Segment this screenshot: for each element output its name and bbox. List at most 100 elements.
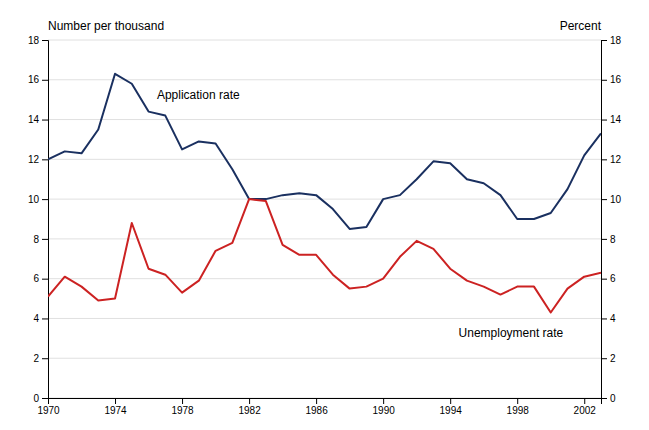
tick-mark xyxy=(584,398,585,404)
chart: 1970 1974 1978 1982 1986 1990 1994 1998 2002 0 2 4 6… xyxy=(0,0,649,430)
tick-mark xyxy=(601,80,607,81)
tick-label: 1998 xyxy=(507,405,530,416)
tick-label: 1974 xyxy=(104,405,127,416)
tick-mark xyxy=(383,398,384,404)
grid-line xyxy=(48,40,601,41)
tick-label: 12 xyxy=(28,154,40,165)
tick: 18 xyxy=(601,35,622,46)
y-axis: 0 2 4 6 8 10 12 14 16 18 xyxy=(28,35,49,404)
tick-mark xyxy=(601,279,607,280)
y2-axis: 0 2 4 6 8 10 12 14 16 18 xyxy=(601,35,622,404)
tick-label: 1970 xyxy=(37,405,60,416)
tick-label: 8 xyxy=(610,234,616,245)
axis-line xyxy=(602,41,608,399)
tick: 1982 xyxy=(238,398,261,416)
tick-label: 18 xyxy=(610,35,622,46)
tick-label: 1990 xyxy=(373,405,396,416)
tick-label: 18 xyxy=(28,35,40,46)
tick-mark xyxy=(42,318,48,319)
tick-label: 12 xyxy=(610,154,622,165)
tick-label: 2 xyxy=(33,353,39,364)
tick: 1986 xyxy=(305,398,328,416)
tick-label: 4 xyxy=(610,313,616,324)
grid-line xyxy=(48,278,601,279)
tick: 1970 xyxy=(37,398,60,416)
tick-label: 10 xyxy=(610,194,622,205)
tick-mark xyxy=(115,398,116,404)
tick: 0 xyxy=(33,393,48,404)
tick: 14 xyxy=(28,114,48,125)
tick-mark xyxy=(42,80,48,81)
plot-area xyxy=(48,74,601,313)
tick: 12 xyxy=(601,154,622,165)
tick-mark xyxy=(601,318,607,319)
tick: 2 xyxy=(601,353,616,364)
grid-line xyxy=(48,79,601,80)
tick-mark xyxy=(42,239,48,240)
x-axis: 1970 1974 1978 1982 1986 1990 1994 1998 2002 xyxy=(37,398,601,416)
tick-label: 16 xyxy=(28,74,40,85)
tick: 18 xyxy=(28,35,48,46)
tick-label: 2002 xyxy=(574,405,597,416)
tick-mark xyxy=(601,239,607,240)
tick-label: 0 xyxy=(610,393,616,404)
tick-label: 14 xyxy=(610,114,622,125)
tick: 1974 xyxy=(104,398,127,416)
tick-mark xyxy=(42,398,48,399)
tick-mark xyxy=(42,120,48,121)
tick-label: 0 xyxy=(33,393,39,404)
tick-mark xyxy=(42,159,48,160)
tick-mark xyxy=(316,398,317,404)
tick: 2002 xyxy=(574,398,597,416)
tick-label: 10 xyxy=(28,194,40,205)
y-axis-title: Number per thousand xyxy=(48,19,164,33)
tick-label: 14 xyxy=(28,114,40,125)
tick: 1990 xyxy=(373,398,396,416)
tick: 8 xyxy=(33,234,48,245)
tick-mark xyxy=(42,199,48,200)
grid-line xyxy=(48,119,601,120)
tick: 12 xyxy=(28,154,48,165)
tick-mark xyxy=(601,120,607,121)
tick-mark xyxy=(601,40,607,41)
tick: 14 xyxy=(601,114,622,125)
annotation: Application rate xyxy=(157,88,240,102)
tick-label: 1986 xyxy=(305,405,328,416)
tick-mark xyxy=(601,159,607,160)
grid-line xyxy=(48,358,601,359)
y2-axis-title: Percent xyxy=(560,19,602,33)
tick: 16 xyxy=(601,74,622,85)
tick: 8 xyxy=(601,234,616,245)
tick: 16 xyxy=(28,74,48,85)
tick-label: 6 xyxy=(33,273,39,284)
grid xyxy=(48,40,601,398)
tick-label: 16 xyxy=(610,74,622,85)
tick-label: 2 xyxy=(610,353,616,364)
tick-label: 4 xyxy=(33,313,39,324)
tick-mark xyxy=(601,199,607,200)
tick-label: 1982 xyxy=(238,405,261,416)
tick-mark xyxy=(450,398,451,404)
tick-mark xyxy=(182,398,183,404)
grid-line xyxy=(48,238,601,239)
grid-line xyxy=(48,159,601,160)
tick-label: 6 xyxy=(610,273,616,284)
tick-mark xyxy=(42,358,48,359)
tick: 1994 xyxy=(440,398,463,416)
series-line xyxy=(48,199,601,312)
tick: 6 xyxy=(33,273,48,284)
tick: 6 xyxy=(601,273,616,284)
tick-mark xyxy=(601,358,607,359)
tick: 4 xyxy=(33,313,48,324)
tick: 1978 xyxy=(171,398,194,416)
tick: 2 xyxy=(33,353,48,364)
tick-label: 1994 xyxy=(440,405,463,416)
tick: 4 xyxy=(601,313,616,324)
axis-line xyxy=(42,41,49,399)
axis-line xyxy=(49,399,602,405)
tick-mark xyxy=(601,398,607,399)
tick: 10 xyxy=(28,194,48,205)
tick-mark xyxy=(517,398,518,404)
tick: 0 xyxy=(601,393,616,404)
tick-label: 1978 xyxy=(171,405,194,416)
